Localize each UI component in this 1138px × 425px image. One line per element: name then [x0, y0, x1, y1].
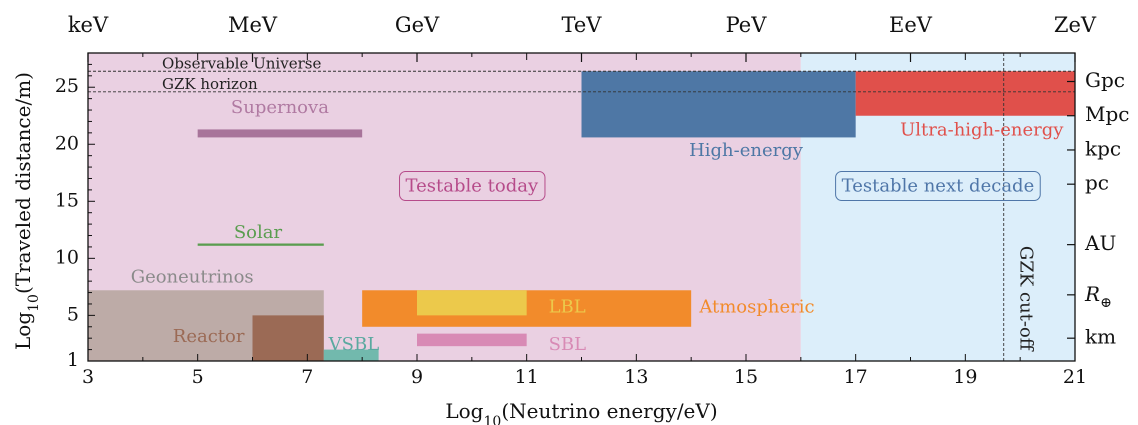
- reference-lines-layer: [88, 53, 1075, 361]
- label-reactor: Reactor: [173, 326, 245, 347]
- label-solar: Solar: [234, 222, 283, 243]
- box-ultra-high-energy: [855, 71, 1075, 116]
- label-testable-next-decade: Testable next decade: [842, 175, 1035, 196]
- right-label-r: R⊕: [1084, 281, 1112, 311]
- label-observable-universe: Observable Universe: [162, 54, 321, 72]
- box-supernova: [197, 129, 363, 138]
- y-axis-label: Log10(Traveled distance/m): [11, 72, 42, 350]
- x-tick-label-11: 11: [515, 366, 539, 388]
- x-tick-label-5: 5: [192, 366, 204, 388]
- x-tick-label-15: 15: [734, 366, 758, 388]
- box-vsbl: [323, 349, 379, 361]
- label-high-energy: High-energy: [689, 140, 804, 161]
- y-tick-label-20: 20: [55, 132, 79, 154]
- label-box-testable-today: [399, 170, 546, 201]
- x-tick-label-19: 19: [953, 366, 977, 388]
- x-tick-label-9: 9: [411, 366, 423, 388]
- x-tick-label-17: 17: [844, 366, 868, 388]
- box-high-energy: [581, 71, 856, 138]
- x-tick-label-7: 7: [301, 366, 313, 388]
- box-lbl: [417, 290, 527, 316]
- top-label-kev: keV: [68, 13, 109, 37]
- label-ultra-high-energy: Ultra-high-energy: [900, 120, 1064, 141]
- label-box-testable-next-decade: [835, 170, 1041, 201]
- right-label-au: AU: [1084, 231, 1116, 255]
- label-gzk-cutoff: GZK cut-off: [1016, 246, 1037, 352]
- y-tick-label-25: 25: [55, 75, 79, 97]
- label-gzk-horizon: GZK horizon: [162, 75, 258, 93]
- right-label-gpc: Gpc: [1085, 68, 1125, 92]
- label-testable-today: Testable today: [406, 175, 539, 196]
- top-label-zev: ZeV: [1054, 13, 1097, 37]
- right-label-pc: pc: [1085, 171, 1109, 195]
- box-reactor: [252, 315, 324, 361]
- x-tick-label-3: 3: [82, 366, 94, 388]
- right-label-kpc: kpc: [1085, 136, 1121, 160]
- label-supernova: Supernova: [231, 97, 329, 118]
- top-label-gev: GeV: [395, 13, 440, 37]
- right-label-km: km: [1085, 325, 1116, 349]
- top-label-mev: MeV: [228, 13, 278, 37]
- box-solar: [197, 243, 324, 246]
- y-tick-label-1: 1: [67, 349, 79, 371]
- box-sbl: [417, 333, 527, 347]
- x-tick-label-13: 13: [624, 366, 648, 388]
- experiment-boxes-layer: [88, 71, 1075, 361]
- y-tick-label-15: 15: [55, 189, 79, 211]
- x-axis-label: Log10(Neutrino energy/eV): [445, 399, 717, 425]
- label-vsbl: VSBL: [328, 334, 380, 355]
- label-geoneutrinos: Geoneutrinos: [131, 267, 254, 288]
- annotation-labels-layer: Observable Universe GZK horizon GZK cut-of…: [131, 54, 1065, 355]
- top-label-tev: TeV: [562, 13, 603, 37]
- label-sbl: SBL: [549, 334, 587, 355]
- x-tick-label-21: 21: [1063, 366, 1087, 388]
- top-label-eev: EeV: [889, 13, 933, 37]
- label-atmospheric: Atmospheric: [698, 296, 814, 317]
- label-lbl: LBL: [549, 296, 586, 317]
- y-tick-label-5: 5: [67, 303, 79, 325]
- right-label-mpc: Mpc: [1085, 102, 1129, 126]
- top-label-pev: PeV: [726, 13, 768, 37]
- y-tick-label-10: 10: [55, 246, 79, 268]
